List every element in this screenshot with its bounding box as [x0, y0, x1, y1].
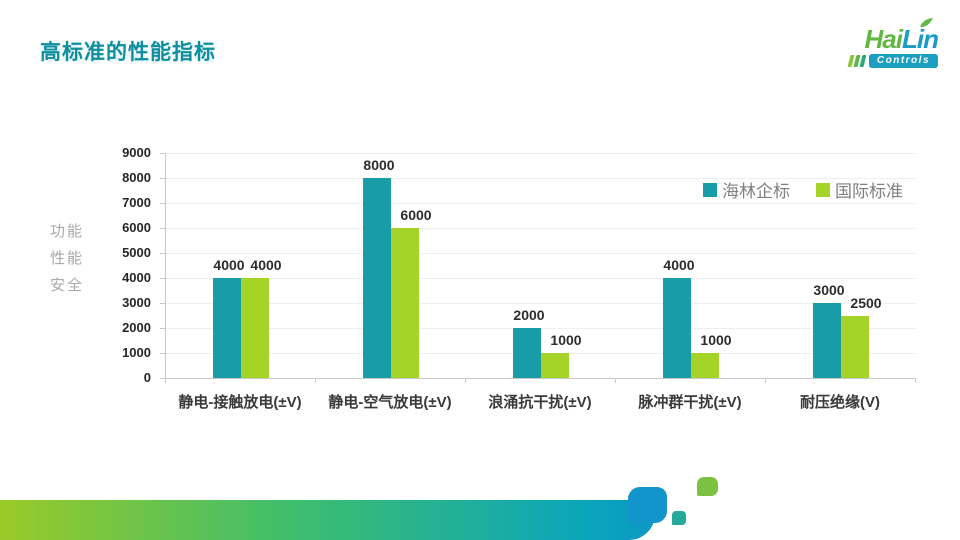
title-block: 高标准的性能指标 高标准的性能指标	[40, 36, 216, 98]
x-axis-tick-mark	[315, 379, 316, 383]
bar-value-label: 6000	[400, 207, 432, 223]
y-axis-tick-label: 5000	[122, 245, 151, 260]
legend-item-国际标准: 国际标准	[816, 177, 903, 202]
bar-value-label: 8000	[363, 157, 395, 173]
gridline	[166, 203, 916, 204]
legend-swatch	[816, 182, 830, 197]
bar-海林企标-浪涌抗干扰(±V)	[513, 328, 541, 378]
y-axis-tick-label: 6000	[122, 220, 151, 235]
x-axis-category-label: 耐压绝缘(V)	[800, 394, 880, 411]
gridline	[166, 328, 916, 329]
legend-label: 国际标准	[835, 182, 903, 201]
gridline	[166, 253, 916, 254]
bar-海林企标-静电-接触放电(±V)	[213, 278, 241, 378]
deco-square-teal-icon	[672, 511, 686, 525]
x-axis-category-label: 浪涌抗干扰(±V)	[488, 394, 592, 411]
y-axis-tick-mark	[160, 228, 165, 229]
logo-wordmark: HaiLin	[838, 17, 939, 54]
x-axis-tick-mark	[915, 379, 916, 383]
y-axis-tick-label: 8000	[122, 170, 151, 185]
x-axis-category-label: 静电-空气放电(±V)	[328, 394, 452, 411]
y-axis-tick-mark	[160, 253, 165, 254]
gridline	[166, 278, 916, 279]
bar-value-label: 4000	[250, 257, 282, 273]
bar-value-label: 3000	[813, 282, 845, 298]
y-axis-tick-label: 2000	[122, 320, 151, 335]
y-axis-tick-mark	[160, 178, 165, 179]
logo-controls-badge: Controls	[868, 54, 938, 68]
bar-国际标准-耐压绝缘(V)	[841, 315, 869, 378]
bar-value-label: 1000	[700, 332, 732, 348]
legend-item-海林企标: 海林企标	[703, 177, 790, 202]
y-axis-tick-label: 7000	[122, 195, 151, 210]
x-axis-category-label: 脉冲群干扰(±V)	[638, 394, 742, 411]
side-caption-line: 性能	[50, 250, 85, 267]
x-axis-category-label: 静电-接触放电(±V)	[178, 394, 302, 411]
y-axis-tick-label: 1000	[122, 345, 151, 360]
gridline	[166, 153, 916, 154]
bar-value-label: 4000	[213, 257, 245, 273]
bar-海林企标-脉冲群干扰(±V)	[663, 278, 691, 378]
side-caption-line: 安全	[50, 277, 85, 294]
bar-value-label: 2000	[513, 307, 545, 323]
page-title: 高标准的性能指标	[40, 41, 216, 64]
bar-海林企标-静电-空气放电(±V)	[363, 178, 391, 378]
y-axis-tick-label: 9000	[122, 145, 151, 160]
hailin-logo: HaiLin Controls	[838, 17, 939, 68]
bar-国际标准-静电-空气放电(±V)	[391, 228, 419, 378]
bottom-band-decoration	[0, 500, 655, 540]
chart-legend: 海林企标 国际标准	[703, 177, 903, 202]
gridline	[166, 228, 916, 229]
logo-word-left: Hai	[864, 24, 903, 54]
y-axis-tick-mark	[160, 153, 165, 154]
legend-label: 海林企标	[722, 182, 790, 201]
y-axis-tick-mark	[160, 303, 165, 304]
side-caption-line: 功能	[50, 223, 85, 240]
bar-国际标准-脉冲群干扰(±V)	[691, 353, 719, 378]
y-axis-tick-label: 0	[143, 370, 151, 385]
x-axis-tick-mark	[765, 379, 766, 383]
y-axis-tick-mark	[160, 328, 165, 329]
bar-value-label: 2500	[850, 294, 882, 311]
logo-subrow: Controls	[838, 54, 938, 68]
gridline	[166, 303, 916, 304]
bar-value-label: 1000	[550, 332, 582, 348]
bar-国际标准-静电-接触放电(±V)	[241, 278, 269, 378]
bar-国际标准-浪涌抗干扰(±V)	[541, 353, 569, 378]
y-axis-tick-label: 4000	[122, 270, 151, 285]
y-axis-tick-label: 3000	[122, 295, 151, 310]
deco-square-green-icon	[697, 477, 718, 496]
y-axis-tick-mark	[160, 203, 165, 204]
y-axis-tick-mark	[160, 378, 165, 379]
plot-area: 4000 8000 2000 4000 3000 4000 6000 1000 1000 2500	[165, 153, 916, 379]
side-caption: 功能 性能 安全	[50, 218, 84, 299]
legend-swatch	[703, 182, 717, 197]
bar-value-label: 4000	[663, 257, 695, 273]
bar-海林企标-耐压绝缘(V)	[813, 303, 841, 378]
logo-word-right: Lin	[902, 24, 939, 54]
leaf-icon	[920, 17, 933, 28]
x-axis-tick-mark	[615, 379, 616, 383]
y-axis-tick-mark	[160, 353, 165, 354]
y-axis-tick-mark	[160, 278, 165, 279]
x-axis-tick-mark	[165, 379, 166, 383]
deco-square-blue-icon	[628, 487, 667, 523]
x-axis-tick-mark	[465, 379, 466, 383]
gridline	[166, 178, 916, 179]
